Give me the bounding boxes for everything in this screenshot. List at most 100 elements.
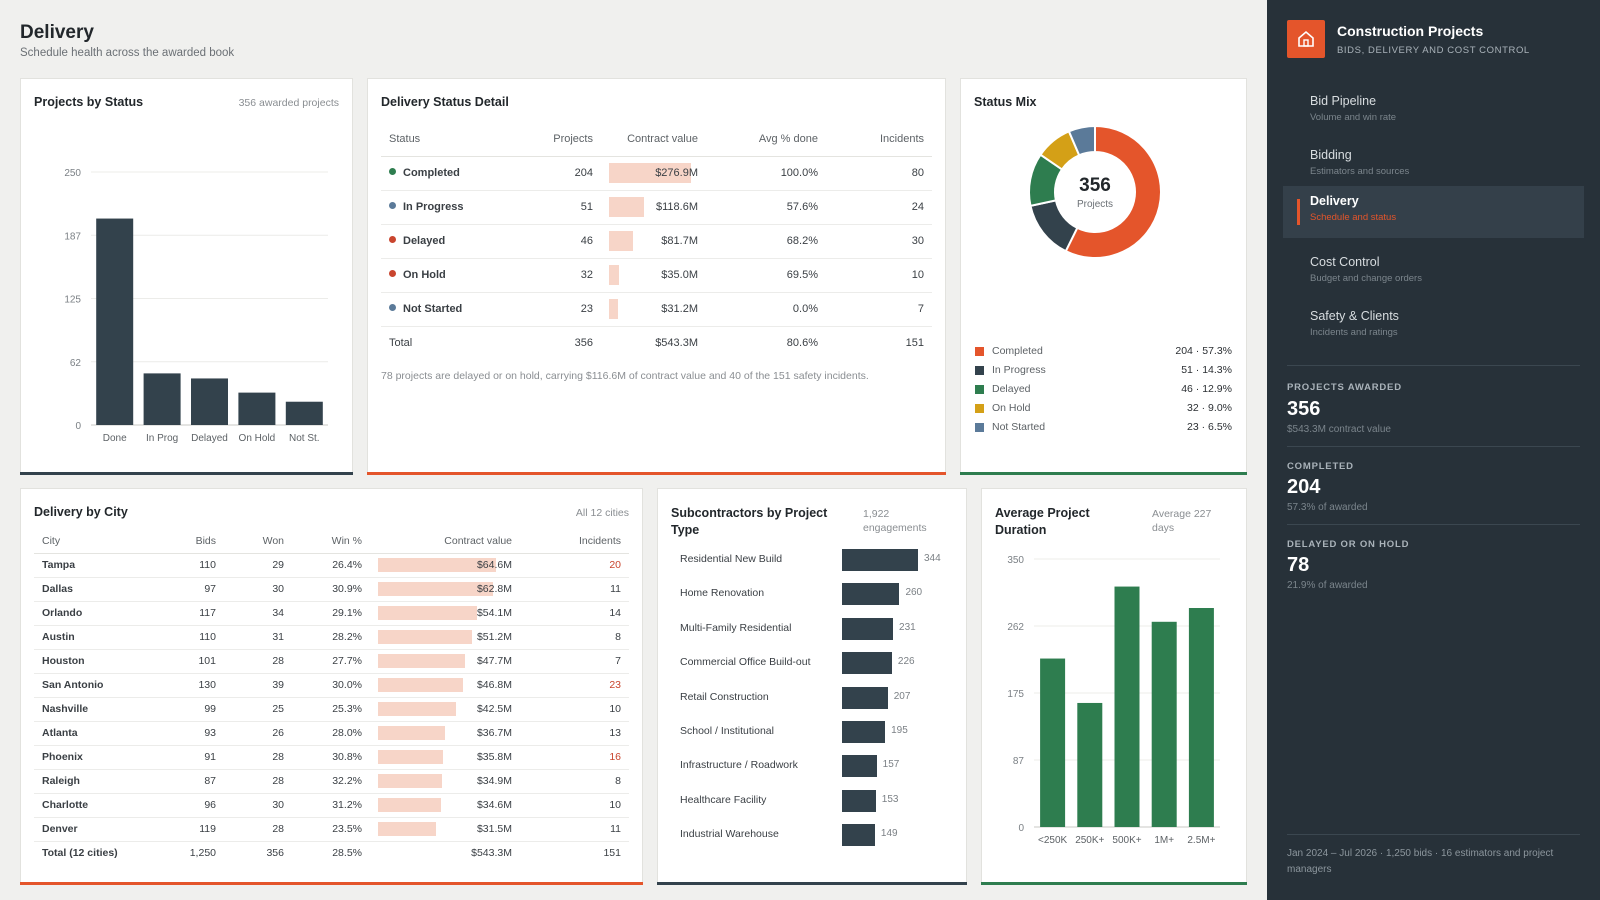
status-cell: In Progress — [381, 190, 531, 225]
incidents-cell: 11 — [520, 817, 629, 842]
legend-swatch — [975, 423, 984, 432]
y-tick-label: 62 — [70, 358, 82, 369]
y-tick-label: 0 — [1018, 823, 1024, 834]
x-tick-label: 500K+ — [1112, 835, 1141, 846]
win-cell: 23.5% — [292, 817, 370, 842]
legend-item: On Hold 32 · 9.0% — [975, 402, 1232, 416]
value-bar-fill — [609, 197, 645, 217]
total-value: $543.3M — [601, 325, 706, 360]
total-done: 80.6% — [706, 325, 826, 360]
bids-cell: 117 — [154, 601, 224, 626]
value-bar: $62.8M — [378, 582, 512, 596]
value-text: $46.8M — [476, 679, 512, 691]
x-tick-label: Done — [103, 433, 127, 444]
city-cell: Denver — [34, 817, 154, 842]
category-label: Industrial Warehouse — [680, 828, 779, 841]
nav-label: Bid Pipeline — [1310, 94, 1377, 108]
subcontractor-bar — [842, 789, 876, 812]
nav-item-safety-clients[interactable]: Safety & Clients Incidents and ratings — [1283, 301, 1584, 353]
bids-cell: 91 — [154, 745, 224, 770]
city-cell: Phoenix — [34, 745, 154, 770]
value-text: $118.6M — [656, 201, 698, 213]
table-row: Delayed 46 $81.7M 68.2% 30 — [381, 224, 932, 259]
status-mix-donut — [1028, 124, 1162, 259]
card-note: Average 227 days — [1152, 508, 1212, 534]
value-text: $51.2M — [476, 631, 512, 643]
total-won: 356 — [224, 840, 292, 865]
projects-cell: 23 — [531, 292, 601, 327]
category-label: Healthcare Facility — [680, 793, 767, 806]
table-row: Charlotte 96 30 31.2% $34.6M 10 — [34, 793, 629, 818]
projects-cell: 46 — [531, 224, 601, 259]
value-bar: $35.8M — [378, 750, 512, 764]
city-cell: Raleigh — [34, 769, 154, 794]
city-cell: Austin — [34, 625, 154, 650]
nav-item-cost-control[interactable]: Cost Control Budget and change orders — [1283, 247, 1584, 299]
delivery-status-table: Status Projects Contract value Avg % don… — [381, 123, 932, 360]
value-text: $64.6M — [476, 559, 512, 571]
brand-title: Construction Projects — [1337, 23, 1484, 39]
value-bar: $31.2M — [609, 299, 698, 319]
value-label: 231 — [899, 621, 916, 633]
bids-cell: 96 — [154, 793, 224, 818]
category-label: Retail Construction — [680, 690, 769, 703]
home-icon[interactable] — [1287, 20, 1325, 58]
bids-cell: 87 — [154, 769, 224, 794]
x-tick-label: On Hold — [239, 433, 276, 444]
city-cell: Nashville — [34, 697, 154, 722]
subcontractor-row: Infrastructure / Roadwork 157 — [672, 755, 952, 778]
donut-slice — [1067, 124, 1096, 157]
bids-cell: 110 — [154, 553, 224, 578]
subcontractor-row: Commercial Office Build-out 226 — [672, 652, 952, 675]
nav-item-delivery[interactable]: Delivery Schedule and status — [1283, 186, 1584, 238]
duration-chart: 350 262 175 87 0 <250K 250K+ 500K+ 1M+ 2.5M+ — [1007, 555, 1220, 846]
status-mix-card: Status Mix 356 Projects Completed 204 · 5… — [960, 78, 1247, 475]
incidents-cell: 10 — [826, 258, 932, 293]
bids-cell: 99 — [154, 697, 224, 722]
bids-cell: 97 — [154, 577, 224, 602]
table-row: On Hold 32 $35.0M 69.5% 10 — [381, 258, 932, 293]
won-cell: 26 — [224, 721, 292, 746]
status-dot-icon — [389, 202, 396, 209]
nav-sublabel: Incidents and ratings — [1310, 327, 1398, 338]
divider — [1287, 365, 1580, 366]
nav-item-bidding[interactable]: Bidding Estimators and sources — [1283, 140, 1584, 192]
card-accent — [981, 882, 1247, 885]
y-tick-label: 0 — [75, 421, 81, 432]
table-row: Not Started 23 $31.2M 0.0% 7 — [381, 292, 932, 327]
nav-item-bid-pipeline[interactable]: Bid Pipeline Volume and win rate — [1283, 86, 1584, 138]
avg-done-cell: 0.0% — [706, 292, 826, 327]
duration-bar — [1188, 608, 1214, 827]
status-dot-icon — [389, 168, 396, 175]
table-header-row: City Bids Won Win % Contract value Incid… — [34, 529, 629, 554]
contract-value-cell: $35.8M — [370, 745, 520, 770]
incidents-cell: 7 — [520, 649, 629, 674]
value-bar-fill — [378, 678, 464, 692]
subcontractor-bar — [842, 652, 892, 675]
donut-slice — [1064, 124, 1162, 259]
total-win: 28.5% — [292, 840, 370, 865]
legend-swatch — [975, 385, 984, 394]
won-cell: 30 — [224, 793, 292, 818]
value-label: 153 — [881, 793, 899, 805]
col-won: Won — [224, 529, 292, 554]
contract-value-cell: $276.9M — [601, 156, 706, 191]
kpi-value: 204 — [1287, 476, 1321, 498]
incidents-cell: 8 — [520, 625, 629, 650]
incidents-cell: 80 — [826, 156, 932, 191]
card-accent — [20, 472, 353, 475]
value-bar: $35.0M — [609, 265, 698, 285]
table-row: Phoenix 91 28 30.8% $35.8M 16 — [34, 745, 629, 770]
card-title: Projects by Status — [34, 95, 144, 109]
value-text: $35.0M — [661, 269, 698, 281]
incidents-cell: 8 — [520, 769, 629, 794]
table-row: Completed 204 $276.9M 100.0% 80 — [381, 156, 932, 191]
status-dot-icon — [389, 304, 396, 311]
projects-cell: 32 — [531, 258, 601, 293]
value-bar: $64.6M — [378, 558, 512, 572]
value-bar: $36.7M — [378, 726, 512, 740]
value-text: $31.5M — [476, 823, 512, 835]
table-row: Nashville 99 25 25.3% $42.5M 10 — [34, 697, 629, 722]
card-title: Delivery by City — [34, 505, 128, 519]
projects-cell: 51 — [531, 190, 601, 225]
